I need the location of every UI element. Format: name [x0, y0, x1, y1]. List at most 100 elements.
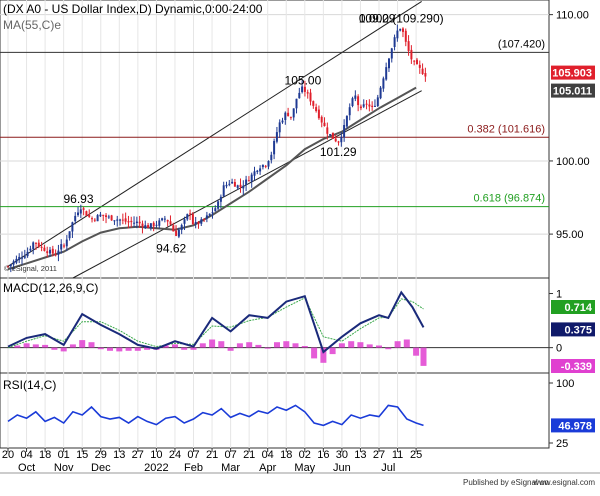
macd-last-value-bg [551, 322, 595, 337]
x-month-label: May [294, 462, 315, 474]
candle-body [169, 221, 172, 225]
candle-body [203, 219, 206, 221]
price-reference-lines: (107.420) 0.382 (101.616) 0.618 (96.874) [0, 1, 549, 279]
price-annotation: 96.93 [63, 192, 93, 206]
macd-histogram-bar [107, 347, 113, 351]
macd-histogram-bar [218, 341, 225, 348]
candle-body [172, 225, 175, 232]
candle-body [105, 215, 107, 217]
candle-body [26, 251, 29, 257]
macd-histogram-bar [51, 347, 58, 350]
rsi-last-value: 46.978 [558, 420, 592, 432]
candle-body [382, 78, 385, 89]
candle-body [15, 258, 18, 263]
candle-body [183, 219, 186, 224]
macd-signal-line [7, 297, 424, 349]
candle-body [177, 230, 180, 237]
candle-body [189, 213, 192, 215]
candle-body [40, 246, 43, 248]
candle-body [7, 266, 9, 268]
macd-histogram-bar [69, 344, 76, 348]
macd-histogram-bar [42, 344, 49, 348]
candle-body [413, 60, 416, 62]
candle-body [236, 185, 239, 188]
candle-body [309, 92, 312, 102]
candle-body [77, 212, 79, 216]
price-last-value-bg [551, 83, 595, 98]
x-tick-label: 16 [317, 449, 329, 461]
macd-line [7, 290, 425, 354]
candle-body [407, 41, 410, 51]
candle-body [82, 208, 85, 210]
candle-body [247, 180, 250, 182]
x-tick-label: 30 [336, 449, 348, 461]
ma-label: MA(55,C)e [3, 18, 61, 32]
macd-histogram-bar [385, 347, 392, 350]
macd-histogram [14, 339, 427, 366]
candle-body [110, 215, 113, 221]
macd-histogram-bar [236, 343, 243, 348]
candle-body [68, 231, 71, 239]
macd-histogram-bar [60, 347, 67, 352]
candle-body [49, 249, 51, 254]
price-tick-label: 100.00 [556, 156, 590, 168]
x-month-label: Nov [54, 462, 74, 474]
x-month-label: Apr [259, 462, 276, 474]
candle-body [93, 219, 96, 221]
macd-histogram-bar [301, 346, 308, 348]
x-tick-label: 27 [132, 449, 144, 461]
macd-histogram-bar [125, 347, 132, 351]
candle-body [334, 138, 337, 142]
candle-body [292, 108, 295, 118]
candle-body [357, 96, 360, 106]
x-tick-label: 15 [76, 449, 88, 461]
candle-body [273, 141, 276, 155]
macd-last-value-bg [551, 359, 595, 373]
macd-histogram-bar [394, 341, 401, 348]
candle-body [351, 98, 354, 106]
footer-published: Published by eSignal on [463, 478, 549, 487]
macd-histogram-bar [246, 342, 253, 348]
candle-body [96, 215, 99, 222]
x-tick-label: 21 [243, 449, 255, 461]
x-month-label: Jul [381, 462, 395, 474]
candle-body [65, 239, 68, 247]
candle-body [60, 244, 63, 250]
rsi-line [7, 404, 424, 427]
candle-body [267, 161, 270, 167]
candle-body [253, 171, 256, 176]
x-month-label: Jun [333, 462, 351, 474]
copyright: © eSignal, 2011 [4, 264, 57, 273]
macd-histogram-bar [227, 347, 234, 351]
rsi-title: RSI(14,C) [3, 378, 56, 392]
candle-body [211, 212, 214, 214]
macd-histogram-bar [209, 339, 216, 348]
macd-histogram-bar [88, 342, 95, 348]
candle-body [233, 182, 236, 187]
candle-body [396, 30, 399, 39]
candle-body [424, 73, 427, 77]
macd-histogram-bar [311, 347, 318, 359]
candle-body [155, 224, 158, 226]
candle-body [239, 184, 242, 187]
candle-body [149, 223, 152, 228]
candle-body [71, 222, 74, 232]
rsi-tick-label: 25 [556, 438, 568, 450]
rsi-axis: 25 100 46.978 [549, 378, 595, 450]
chart-title: (DX A0 - US Dollar Index,D) Dynamic,0:00… [3, 2, 263, 16]
candle-body [404, 30, 407, 42]
candle-body [340, 136, 343, 143]
candle-body [144, 225, 147, 228]
candle-body [418, 64, 421, 68]
x-axis: 20 04 18 01 15 29 13 27 10 24 07 21 07 21 04 18 02 16 30 13… [2, 448, 422, 474]
candle-body [359, 106, 362, 109]
macd-histogram-bar [79, 340, 86, 348]
price-last-value: 105.011 [553, 86, 592, 98]
x-tick-label: 02 [299, 449, 311, 461]
x-tick-label: 24 [169, 449, 181, 461]
candle-body [390, 48, 393, 59]
macd-histogram-bar [14, 345, 21, 348]
candle-body [43, 247, 46, 251]
x-month-label: Mar [221, 462, 240, 474]
candle-body [259, 168, 262, 172]
